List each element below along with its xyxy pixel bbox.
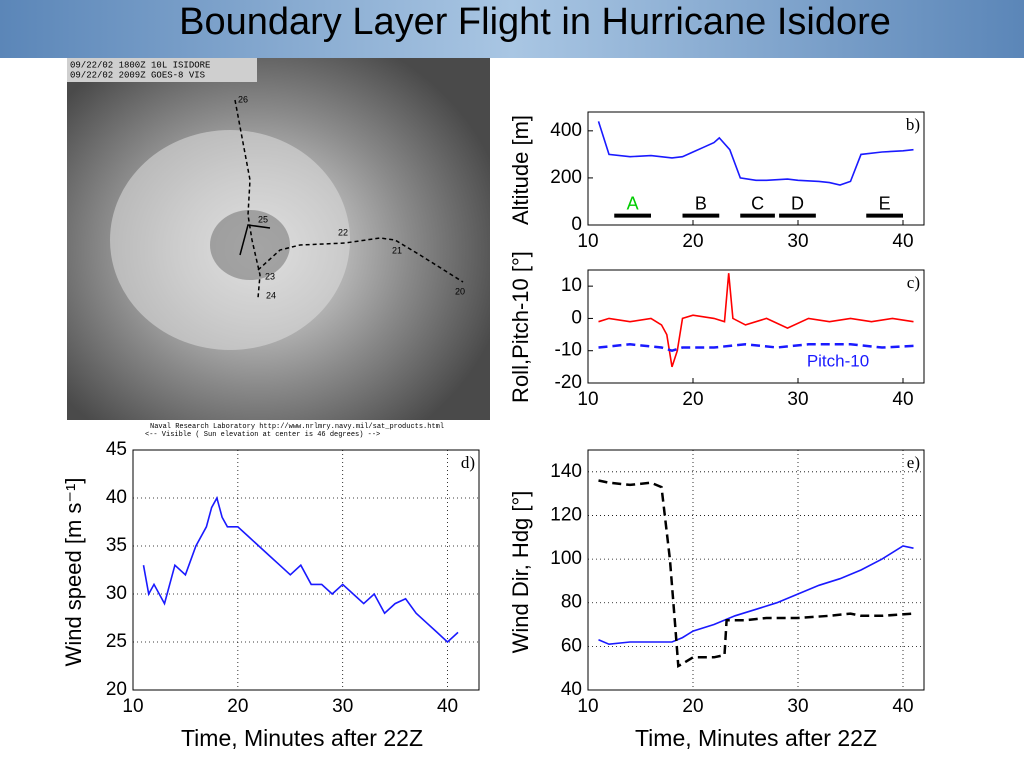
image-header: 09/22/02 2009Z GOES-8 VIS xyxy=(70,70,205,80)
x-tick-label: 20 xyxy=(682,231,703,252)
segment-label: E xyxy=(879,193,891,213)
x-tick-label: 10 xyxy=(577,389,598,410)
y-axis-label: Roll,Pitch-10 [°] xyxy=(508,251,533,403)
flight-track xyxy=(234,99,261,299)
data-line xyxy=(142,495,459,644)
y-axis-label: Altitude [m] xyxy=(508,115,533,225)
x-tick-label: 40 xyxy=(892,696,913,717)
slide-title: Boundary Layer Flight in Hurricane Isido… xyxy=(179,1,891,43)
track-label: 22 xyxy=(338,227,348,237)
x-tick-label: 40 xyxy=(892,231,913,252)
track-label: 20 xyxy=(455,286,465,296)
y-tick-label: 25 xyxy=(106,631,127,652)
satellite-image: 09/22/02 1800Z 10L ISIDORE 09/22/02 2009… xyxy=(67,58,490,440)
data-line xyxy=(598,343,914,353)
eye-region xyxy=(210,210,290,280)
y-axis-label: Wind Dir, Hdg [°] xyxy=(508,491,533,654)
x-tick-label: 30 xyxy=(787,231,808,252)
plot-frame xyxy=(587,111,925,226)
panel-label: d) xyxy=(461,453,475,472)
track-label: 24 xyxy=(266,290,276,300)
x-tick-label: 20 xyxy=(227,696,248,717)
y-tick-label: 30 xyxy=(106,583,127,604)
y-tick-label: 80 xyxy=(561,592,582,613)
x-tick-label: 40 xyxy=(437,696,458,717)
x-tick-label: 30 xyxy=(787,389,808,410)
panel-label: e) xyxy=(907,453,920,472)
image-footer: Naval Research Laboratory http://www.nrl… xyxy=(150,423,444,431)
x-axis-label: Time, Minutes after 22Z xyxy=(635,725,877,751)
plot-frame xyxy=(587,269,925,384)
data-line xyxy=(598,545,914,646)
image-header: 09/22/02 1800Z 10L ISIDORE xyxy=(70,60,210,70)
x-tick-label: 20 xyxy=(682,389,703,410)
track-label: 23 xyxy=(265,271,275,281)
y-axis-label: Wind speed [m s⁻¹] xyxy=(61,478,86,667)
image-footer: <-- Visible ( Sun elevation at center is… xyxy=(145,431,380,439)
y-tick-label: -20 xyxy=(555,372,582,393)
y-tick-label: -10 xyxy=(555,340,582,361)
segment-label: A xyxy=(627,193,639,213)
y-tick-label: 20 xyxy=(106,679,127,700)
segment-label: D xyxy=(791,193,804,213)
y-tick-label: 140 xyxy=(550,461,582,482)
flight-track xyxy=(257,237,464,283)
data-line xyxy=(598,479,914,668)
segment-label: C xyxy=(751,193,764,213)
x-tick-label: 10 xyxy=(577,696,598,717)
x-tick-label: 30 xyxy=(332,696,353,717)
y-tick-label: 10 xyxy=(561,275,582,296)
x-tick-label: 30 xyxy=(787,696,808,717)
image-header-bg xyxy=(67,58,257,82)
y-tick-label: 40 xyxy=(561,679,582,700)
x-tick-label: 10 xyxy=(577,231,598,252)
panel-label: c) xyxy=(907,273,920,292)
x-tick-label: 20 xyxy=(682,696,703,717)
flight-track xyxy=(239,224,271,256)
panel-label: b) xyxy=(906,115,920,134)
y-tick-label: 400 xyxy=(550,120,582,141)
y-tick-label: 40 xyxy=(106,487,127,508)
x-tick-label: 40 xyxy=(892,389,913,410)
plot-frame xyxy=(587,449,925,691)
data-line xyxy=(597,121,914,186)
data-line xyxy=(598,273,914,368)
track-label: 21 xyxy=(392,245,402,255)
y-tick-label: 45 xyxy=(106,439,127,460)
y-tick-label: 120 xyxy=(550,504,582,525)
series-label: Pitch-10 xyxy=(807,351,869,370)
track-label: 26 xyxy=(238,94,248,104)
title-bar xyxy=(0,0,1024,58)
y-tick-label: 35 xyxy=(106,535,127,556)
image-footer-bg xyxy=(67,420,490,440)
x-tick-label: 10 xyxy=(122,696,143,717)
x-axis-label: Time, Minutes after 22Z xyxy=(181,725,423,751)
y-tick-label: 200 xyxy=(550,167,582,188)
y-tick-label: 60 xyxy=(561,635,582,656)
y-tick-label: 0 xyxy=(571,214,582,235)
segment-label: B xyxy=(695,193,707,213)
plot-frame xyxy=(132,449,480,691)
y-tick-label: 0 xyxy=(571,307,582,328)
y-tick-label: 100 xyxy=(550,548,582,569)
track-label: 25 xyxy=(258,214,268,224)
